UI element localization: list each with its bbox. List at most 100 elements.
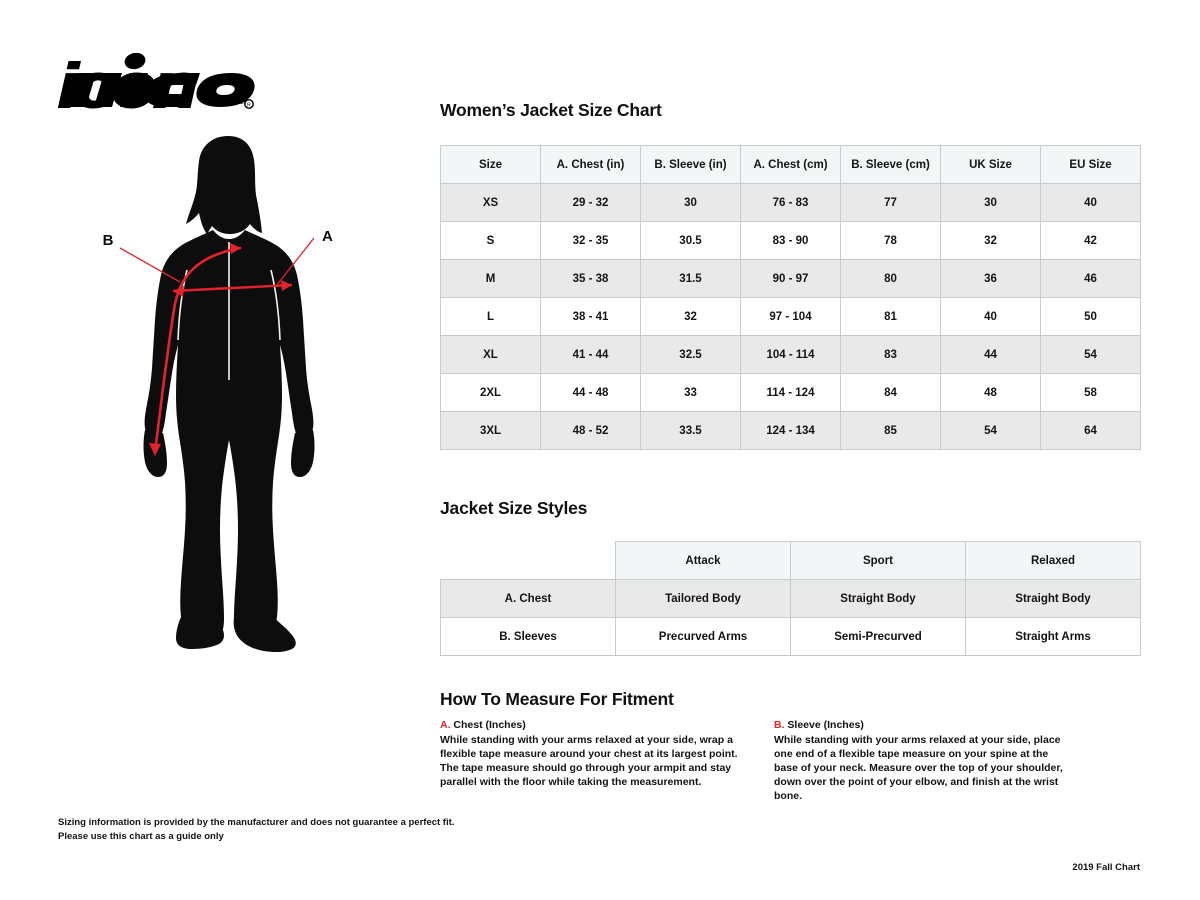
cell-eu-size: 50 bbox=[1040, 297, 1141, 336]
col-header-sleeve-in: B. Sleeve (in) bbox=[640, 145, 741, 184]
cell-chest-cm: 104 - 114 bbox=[740, 335, 841, 374]
cell-eu-size: 46 bbox=[1040, 259, 1141, 298]
cell-uk-size: 30 bbox=[940, 183, 1041, 222]
measure-letter-b: B. bbox=[774, 719, 785, 731]
chart-version-label: 2019 Fall Chart bbox=[1072, 862, 1140, 873]
chest-arrow-right bbox=[281, 280, 292, 291]
jacket-styles-table: Attack Sport Relaxed A. Chest Tailored B… bbox=[440, 541, 1141, 656]
styles-cell-chest-attack: Tailored Body bbox=[615, 579, 791, 618]
cell-chest-cm: 90 - 97 bbox=[740, 259, 841, 298]
cell-chest-in: 38 - 41 bbox=[540, 297, 641, 336]
style-header-sport: Sport bbox=[790, 541, 966, 580]
styles-row-label-sleeves: B. Sleeves bbox=[440, 617, 616, 656]
table-row: S 32 - 35 30.5 83 - 90 78 32 42 bbox=[440, 221, 1141, 260]
how-to-measure-section: How To Measure For Fitment A. Chest (Inc… bbox=[440, 689, 1140, 804]
cell-size: XS bbox=[440, 183, 541, 222]
col-header-sleeve-cm: B. Sleeve (cm) bbox=[840, 145, 941, 184]
jacket-size-styles-section: Jacket Size Styles Attack Sport Relaxed … bbox=[440, 498, 1141, 656]
styles-cell-chest-sport: Straight Body bbox=[790, 579, 966, 618]
cell-chest-cm: 97 - 104 bbox=[740, 297, 841, 336]
cell-sleeve-cm: 78 bbox=[840, 221, 941, 260]
styles-title: Jacket Size Styles bbox=[440, 498, 588, 518]
measure-heading-b: Sleeve (Inches) bbox=[787, 719, 864, 731]
cell-sleeve-in: 33 bbox=[640, 373, 741, 412]
body-shape bbox=[143, 136, 315, 653]
measure-title: How To Measure For Fitment bbox=[440, 689, 674, 709]
cell-sleeve-cm: 83 bbox=[840, 335, 941, 374]
cell-uk-size: 44 bbox=[940, 335, 1041, 374]
cell-chest-in: 41 - 44 bbox=[540, 335, 641, 374]
cell-sleeve-in: 33.5 bbox=[640, 411, 741, 450]
col-header-size: Size bbox=[440, 145, 541, 184]
sleeve-measure-line-b bbox=[153, 246, 242, 454]
cell-chest-in: 32 - 35 bbox=[540, 221, 641, 260]
col-header-uk-size: UK Size bbox=[940, 145, 1041, 184]
table-row: L 38 - 41 32 97 - 104 81 40 50 bbox=[440, 297, 1141, 336]
measure-item-sleeve: B. Sleeve (Inches) While standing with y… bbox=[774, 719, 1074, 804]
cell-eu-size: 40 bbox=[1040, 183, 1141, 222]
measure-item-chest: A. Chest (Inches) While standing with yo… bbox=[440, 719, 740, 804]
cell-uk-size: 48 bbox=[940, 373, 1041, 412]
icon-logo-svg: R bbox=[68, 52, 255, 109]
cell-chest-cm: 76 - 83 bbox=[740, 183, 841, 222]
cell-sleeve-cm: 84 bbox=[840, 373, 941, 412]
cell-eu-size: 54 bbox=[1040, 335, 1141, 374]
cell-size: M bbox=[440, 259, 541, 298]
styles-cell-sleeves-attack: Precurved Arms bbox=[615, 617, 791, 656]
cell-sleeve-in: 32.5 bbox=[640, 335, 741, 374]
cell-uk-size: 32 bbox=[940, 221, 1041, 260]
measurement-annotations: A B bbox=[103, 228, 333, 456]
cell-chest-cm: 83 - 90 bbox=[740, 221, 841, 260]
cell-sleeve-cm: 77 bbox=[840, 183, 941, 222]
cell-sleeve-cm: 81 bbox=[840, 297, 941, 336]
cell-uk-size: 54 bbox=[940, 411, 1041, 450]
cell-chest-cm: 124 - 134 bbox=[740, 411, 841, 450]
cell-chest-in: 29 - 32 bbox=[540, 183, 641, 222]
measure-label-a: A. Chest (Inches) bbox=[440, 719, 740, 733]
measure-body-b: While standing with your arms relaxed at… bbox=[774, 733, 1063, 802]
styles-row-sleeves: B. Sleeves Precurved Arms Semi-Precurved… bbox=[440, 617, 1141, 656]
cell-uk-size: 36 bbox=[940, 259, 1041, 298]
styles-header-row: Attack Sport Relaxed bbox=[440, 541, 1141, 580]
table-row: 3XL 48 - 52 33.5 124 - 134 85 54 64 bbox=[440, 411, 1141, 450]
cell-size: XL bbox=[440, 335, 541, 374]
disclaimer-line-2: Please use this chart as a guide only bbox=[58, 830, 224, 842]
cell-sleeve-in: 32 bbox=[640, 297, 741, 336]
table-row: XL 41 - 44 32.5 104 - 114 83 44 54 bbox=[440, 335, 1141, 374]
figure-label-a: A bbox=[322, 228, 333, 245]
svg-text:R: R bbox=[247, 103, 251, 109]
cell-sleeve-in: 30 bbox=[640, 183, 741, 222]
styles-cell-sleeves-sport: Semi-Precurved bbox=[790, 617, 966, 656]
table-row: M 35 - 38 31.5 90 - 97 80 36 46 bbox=[440, 259, 1141, 298]
cell-chest-cm: 114 - 124 bbox=[740, 373, 841, 412]
cell-size: 2XL bbox=[440, 373, 541, 412]
styles-cell-chest-relaxed: Straight Body bbox=[965, 579, 1141, 618]
cell-chest-in: 48 - 52 bbox=[540, 411, 641, 450]
cell-size: S bbox=[440, 221, 541, 260]
cell-sleeve-cm: 80 bbox=[840, 259, 941, 298]
cell-sleeve-in: 30.5 bbox=[640, 221, 741, 260]
cell-uk-size: 40 bbox=[940, 297, 1041, 336]
icon-logo: R icon ® bbox=[56, 44, 256, 116]
disclaimer-line-1: Sizing information is provided by the ma… bbox=[58, 817, 455, 828]
cell-sleeve-in: 31.5 bbox=[640, 259, 741, 298]
cell-eu-size: 42 bbox=[1040, 221, 1141, 260]
cell-eu-size: 64 bbox=[1040, 411, 1141, 450]
styles-row-label-chest: A. Chest bbox=[440, 579, 616, 618]
disclaimer-text: Sizing information is provided by the ma… bbox=[58, 816, 478, 844]
col-header-eu-size: EU Size bbox=[1040, 145, 1141, 184]
col-header-chest-cm: A. Chest (cm) bbox=[740, 145, 841, 184]
silhouette-svg: A B bbox=[103, 136, 333, 653]
col-header-chest-in: A. Chest (in) bbox=[540, 145, 641, 184]
registered-mark-icon bbox=[244, 99, 254, 109]
chest-measure-line-a bbox=[172, 283, 293, 293]
cell-chest-in: 35 - 38 bbox=[540, 259, 641, 298]
size-chart-title: Women’s Jacket Size Chart bbox=[440, 100, 662, 120]
cell-eu-size: 58 bbox=[1040, 373, 1141, 412]
table-row: XS 29 - 32 30 76 - 83 77 30 40 bbox=[440, 183, 1141, 222]
content-column: Women’s Jacket Size Chart Size A. Chest … bbox=[440, 100, 1141, 804]
female-body-silhouette: A B bbox=[100, 130, 360, 670]
cell-size: 3XL bbox=[440, 411, 541, 450]
table-row: 2XL 44 - 48 33 114 - 124 84 48 58 bbox=[440, 373, 1141, 412]
